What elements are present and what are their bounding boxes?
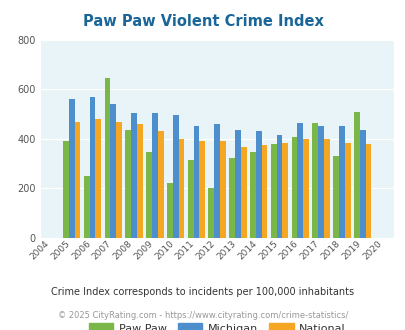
Bar [234,130,240,238]
Bar [338,126,344,238]
Bar [63,141,69,238]
Bar [255,131,261,238]
Bar [311,122,318,238]
Bar [303,139,308,238]
Bar [240,147,246,238]
Bar [166,183,172,238]
Bar [261,145,267,238]
Bar [110,105,116,238]
Bar [178,139,184,238]
Text: Crime Index corresponds to incidents per 100,000 inhabitants: Crime Index corresponds to incidents per… [51,287,354,297]
Bar [297,122,303,238]
Bar [75,121,80,238]
Bar [172,115,178,238]
Bar [125,130,131,238]
Bar [276,135,282,238]
Bar [199,141,205,238]
Bar [131,113,136,238]
Bar [323,139,329,238]
Bar [151,113,158,238]
Bar [214,124,220,238]
Bar [146,152,151,238]
Bar [344,143,350,238]
Bar [364,144,371,238]
Bar [333,156,338,238]
Bar [208,188,214,238]
Bar [95,119,101,238]
Bar [282,143,288,238]
Bar [229,158,234,238]
Bar [104,78,110,238]
Bar [90,97,95,238]
Text: © 2025 CityRating.com - https://www.cityrating.com/crime-statistics/: © 2025 CityRating.com - https://www.city… [58,311,347,320]
Legend: Paw Paw, Michigan, National: Paw Paw, Michigan, National [84,318,350,330]
Bar [136,124,143,238]
Bar [291,137,297,238]
Bar [270,144,276,238]
Bar [353,112,359,238]
Bar [69,99,75,238]
Bar [359,130,364,238]
Bar [318,126,323,238]
Bar [249,152,255,238]
Bar [193,126,199,238]
Bar [220,141,225,238]
Bar [187,160,193,238]
Bar [116,122,122,238]
Bar [83,176,90,238]
Bar [158,131,163,238]
Text: Paw Paw Violent Crime Index: Paw Paw Violent Crime Index [82,14,323,29]
